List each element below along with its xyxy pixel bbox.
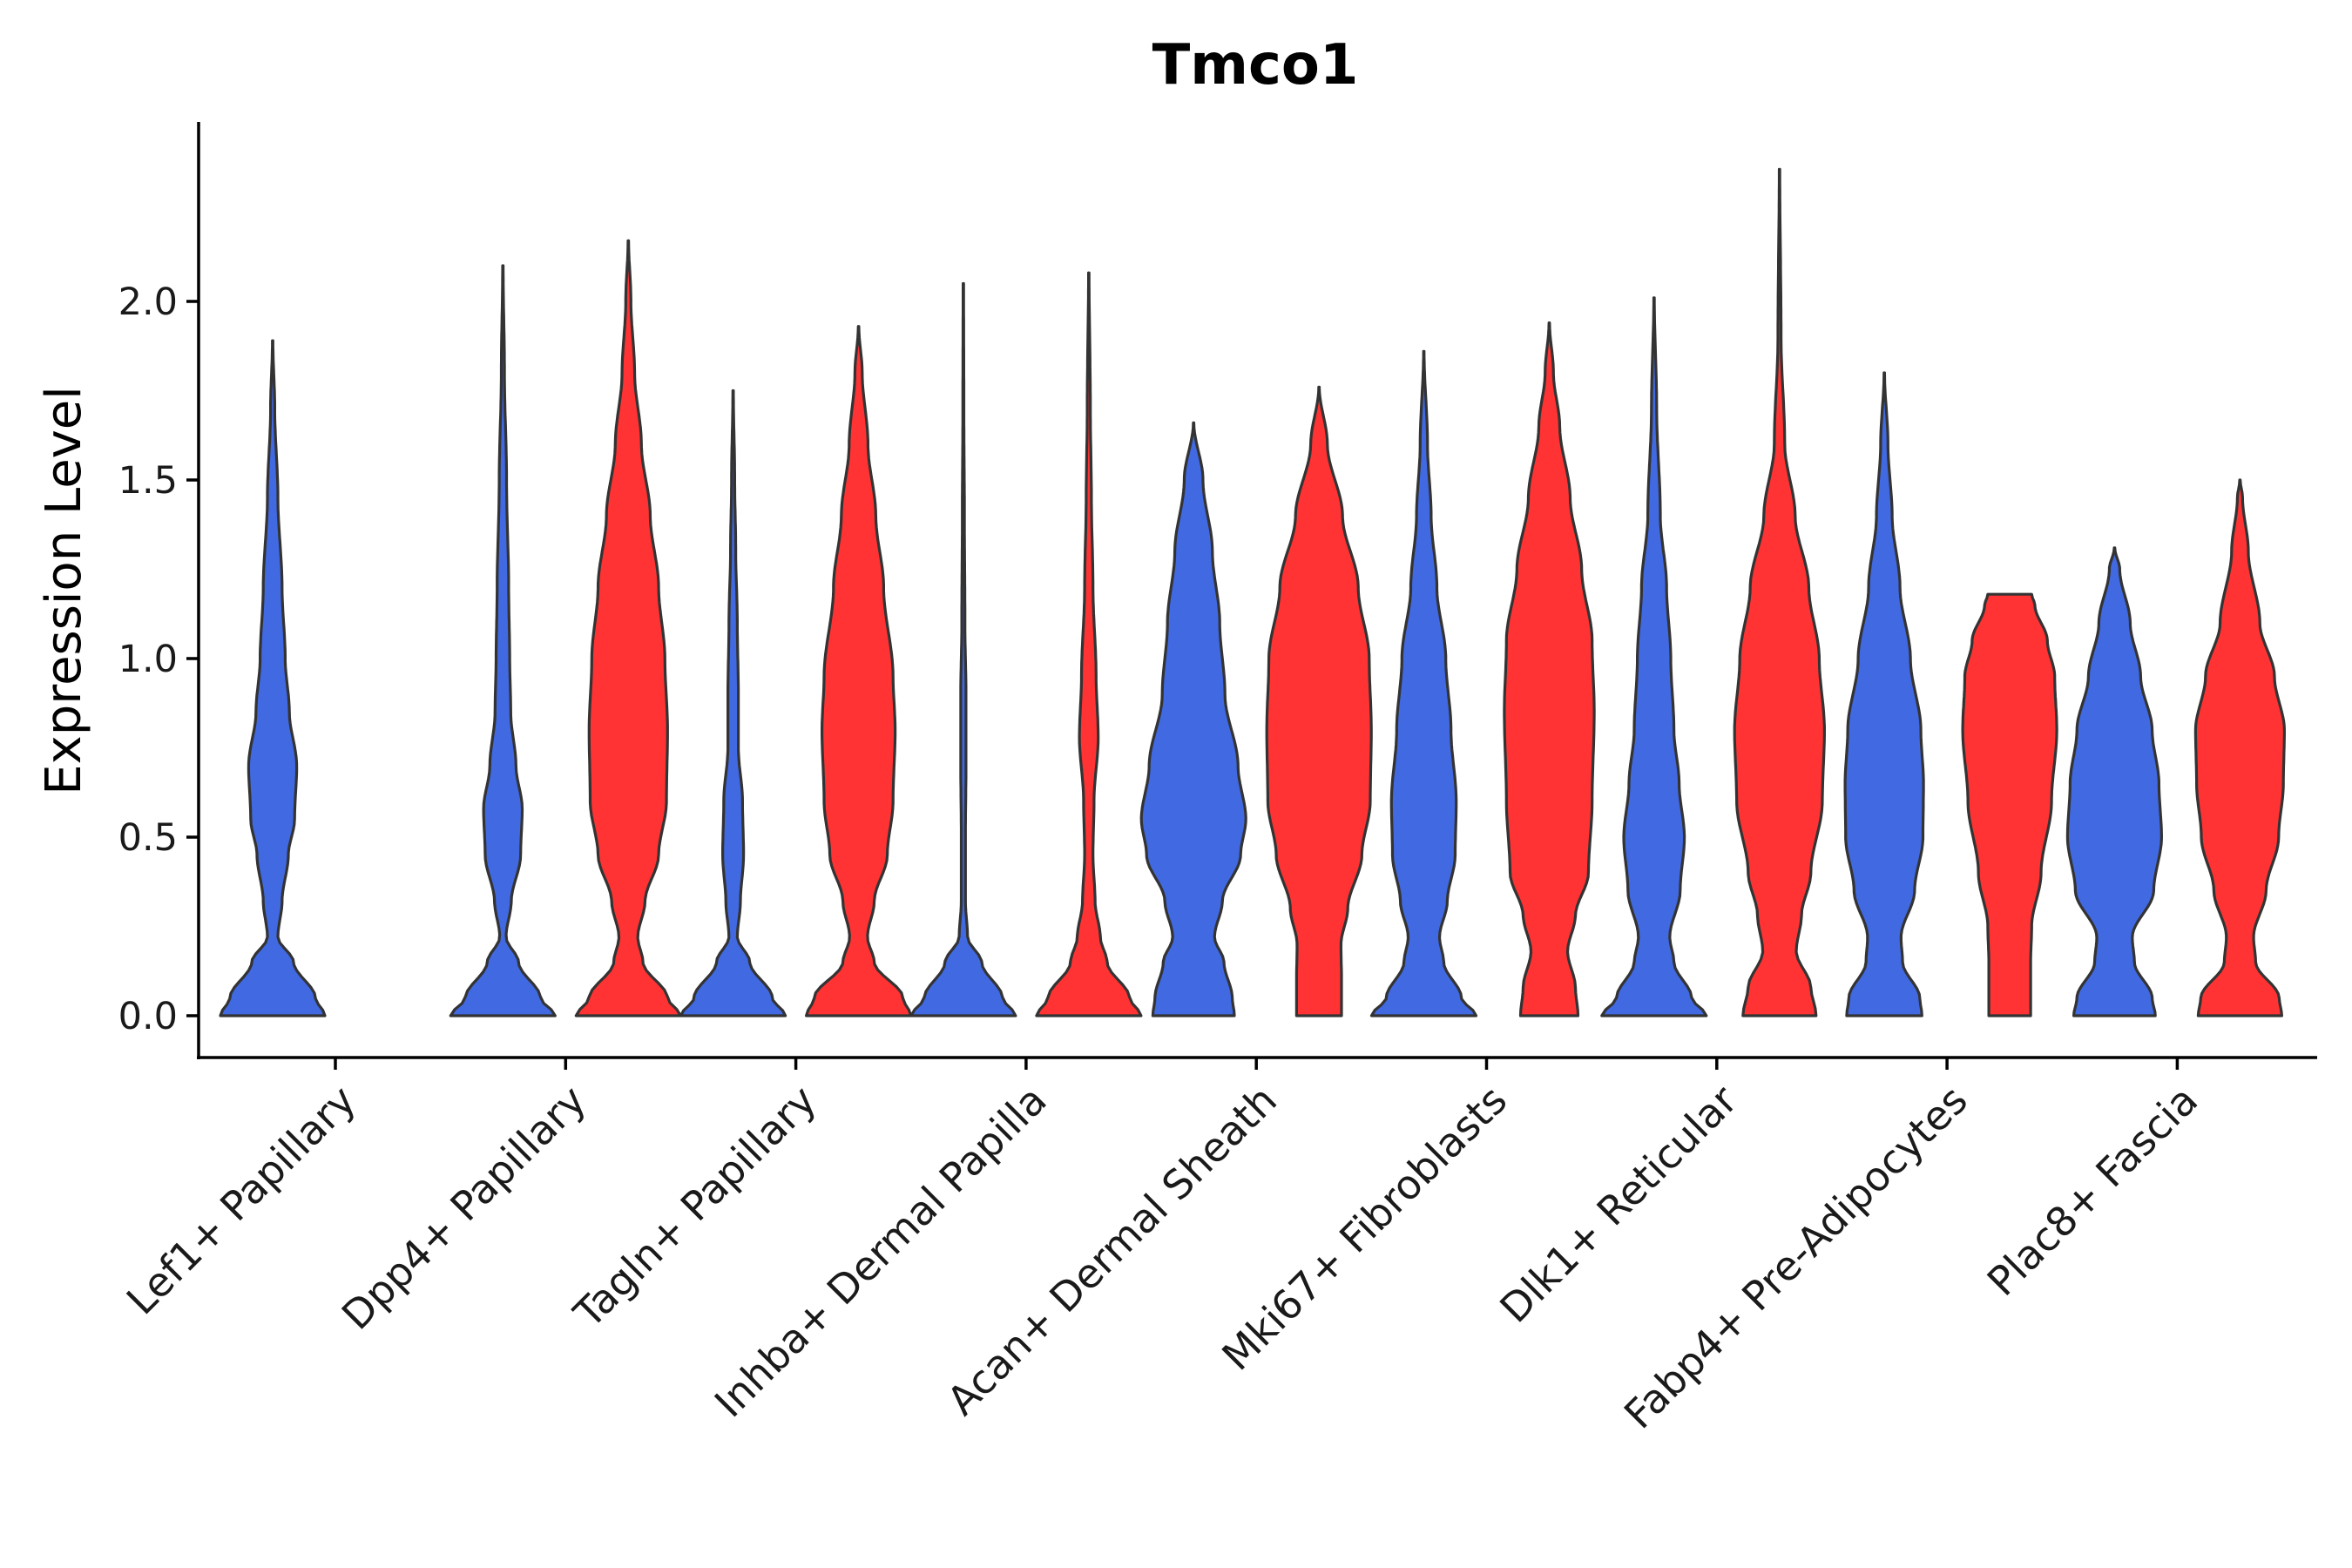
violin-group [219,167,2286,1017]
violin-red-2 [574,239,682,1017]
y-axis-label: Expression Level [36,386,92,795]
violin-red-8 [1961,592,2058,1017]
y-tick-label: 1.0 [118,638,178,681]
y-tick-label: 0.0 [118,995,178,1038]
y-tick-label: 1.5 [118,459,178,503]
y-tick-label: 2.0 [118,280,178,324]
violin-blue-8 [1843,371,1925,1017]
chart-title: Tmco1 [1152,33,1359,98]
violin-red-4 [1035,271,1143,1017]
violin-red-3 [805,325,913,1017]
x-tick-label: Lef1+ Papillary [118,1077,365,1324]
violin-blue-7 [1600,296,1708,1017]
x-tick-label: Dpp4+ Papillary [333,1077,595,1339]
violin-blue-9 [2065,546,2163,1017]
x-tick-label: Tagln+ Papillary [564,1077,826,1338]
violin-red-5 [1265,385,1373,1017]
violin-red-6 [1503,321,1596,1017]
y-tick-label: 0.5 [118,816,178,860]
violin-blue-3 [679,389,787,1017]
violin-red-7 [1733,167,1826,1017]
violin-blue-4 [909,281,1017,1017]
y-axis-ticks: 0.0 0.5 1.0 1.5 2.0 [118,280,199,1038]
violin-blue-5 [1139,421,1247,1017]
violin-blue-6 [1369,349,1478,1017]
x-tick-label: Dlk1+ Reticular [1490,1077,1746,1332]
x-tick-label: Plac8+ Fascia [1978,1077,2207,1305]
violin-blue-2 [449,264,557,1017]
violin-blue-1 [219,339,327,1017]
violin-red-9 [2193,478,2286,1017]
